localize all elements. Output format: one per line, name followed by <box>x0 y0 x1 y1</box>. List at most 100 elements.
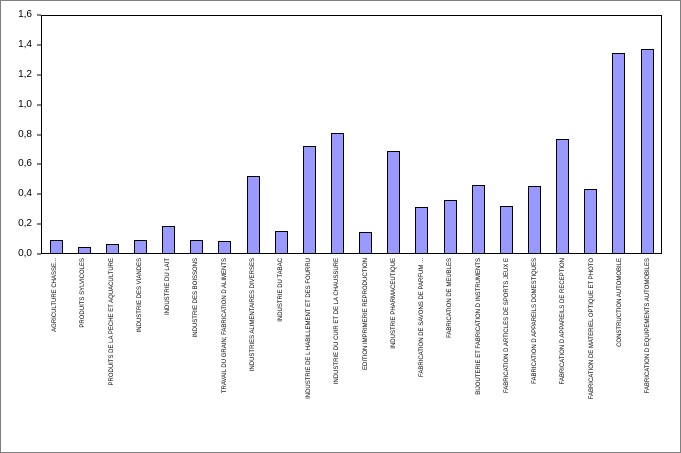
y-axis: 0,0 0,2 0,4 0,6 0,8 1,0 1,2 1,4 1,6 <box>1 10 41 259</box>
x-axis-label: FABRICATION DE SAVONS DE PARFUM ... <box>419 258 426 378</box>
bar <box>105 244 119 253</box>
bar <box>387 150 401 253</box>
bar <box>527 186 541 253</box>
x-axis-label: INDUSTRIES ALIMENTAIRES DIVERSES <box>249 258 256 372</box>
y-tick <box>37 104 41 106</box>
x-axis-label: FABRICATION D EQUIPEMENTS AUTOMOBILES <box>645 258 652 394</box>
plot-area <box>41 15 662 254</box>
y-tick <box>37 223 41 225</box>
x-label-slot: FABRICATION D APPAREILS DOMESTIQUES <box>521 256 549 446</box>
bar <box>274 230 288 253</box>
x-label-slot: INDUSTRIE DU LAIT <box>154 256 182 446</box>
y-tick <box>37 163 41 165</box>
bar-slot <box>211 16 239 253</box>
bar <box>330 133 344 253</box>
bar-slot <box>492 16 520 253</box>
bar <box>190 239 204 253</box>
bar-slot <box>577 16 605 253</box>
x-axis-label: FABRICATION DE MEUBLES <box>447 258 454 338</box>
x-axis-label: FABRICATION DE MATERIEL OPTIQUE ET PHOTO <box>588 258 595 400</box>
bar-slot <box>239 16 267 253</box>
x-labels: AGRICULTURE CHASSE... PRODUITS SYLVICOLES… <box>41 256 662 446</box>
bar-slot <box>380 16 408 253</box>
x-label-slot: INDUSTRIE DU CUIR ET DE LA CHAUSSURE <box>323 256 351 446</box>
x-label-slot: INDUSTRIE PHARMACEUTIQUE <box>380 256 408 446</box>
x-axis-label: INDUSTRIE DES VIANDES <box>136 258 143 333</box>
bar-slot <box>520 16 548 253</box>
bar-slot <box>155 16 183 253</box>
x-label-slot: CONSTRUCTION AUTOMOBILE <box>606 256 634 446</box>
bar-slot <box>352 16 380 253</box>
y-tick <box>37 14 41 16</box>
x-label-slot: AGRICULTURE CHASSE... <box>41 256 69 446</box>
y-axis-label: 0,0 <box>18 248 32 259</box>
bar <box>133 239 147 253</box>
y-tick <box>37 193 41 195</box>
bar-slot <box>70 16 98 253</box>
bar-slot <box>183 16 211 253</box>
y-axis-label: 0,6 <box>18 158 32 170</box>
bar <box>302 146 316 253</box>
x-label-slot: FABRICATION D EQUIPEMENTS AUTOMOBILES <box>634 256 662 446</box>
x-label-slot: EDITION IMPRIMERIE REPRODUCTION <box>352 256 380 446</box>
y-axis-label: 1,0 <box>18 98 32 110</box>
x-axis-label: INDUSTRIE DU CUIR ET DE LA CHAUSSURE <box>334 258 341 385</box>
bar-slot <box>126 16 154 253</box>
x-axis-label: FABRICATION D APPAREILS DOMESTIQUES <box>532 258 539 384</box>
x-label-slot: FABRICATION DE MATERIEL OPTIQUE ET PHOTO <box>577 256 605 446</box>
bar-slot <box>464 16 492 253</box>
x-label-slot: FABRICATION DE MEUBLES <box>436 256 464 446</box>
x-label-slot: INDUSTRIES ALIMENTAIRES DIVERSES <box>239 256 267 446</box>
bar-slot <box>549 16 577 253</box>
x-label-slot: PRODUITS SYLVICOLES <box>69 256 97 446</box>
y-tick <box>37 253 41 255</box>
x-axis-label: TRAVAIL DU GRAIN; FABRICATION D ALIMENTS <box>221 258 228 394</box>
x-axis-label: INDUSTRIE DU TABAC <box>277 258 284 322</box>
bar-slot <box>633 16 661 253</box>
bar <box>359 232 373 253</box>
y-axis-label: 0,8 <box>18 128 32 140</box>
bar <box>49 239 63 253</box>
y-axis-label: 1,2 <box>18 68 32 80</box>
x-axis-label: INDUSTRIE PHARMACEUTIQUE <box>390 258 397 349</box>
x-label-slot: INDUSTRIE DES VIANDES <box>126 256 154 446</box>
bar <box>471 184 485 253</box>
bars <box>42 16 661 253</box>
y-axis-label: 1,4 <box>18 38 32 50</box>
x-axis-label: FABRICATION D APPAREILS DE RECEPTION <box>560 258 567 385</box>
y-axis-label: 0,2 <box>18 218 32 230</box>
x-label-slot: FABRICATION D ARTICLES DE SPORTS JEUX E <box>493 256 521 446</box>
x-axis-label: BIJOUTERIE ET FABRICATION D INSTRUMENTS <box>475 258 482 395</box>
bar-slot <box>98 16 126 253</box>
y-axis-label: 0,4 <box>18 188 32 200</box>
bar <box>640 48 654 253</box>
x-axis-label: CONSTRUCTION AUTOMOBILE <box>616 258 623 347</box>
bar-slot <box>436 16 464 253</box>
bar-slot <box>323 16 351 253</box>
x-label-slot: FABRICATION DE SAVONS DE PARFUM ... <box>408 256 436 446</box>
x-axis-label: INDUSTRIE DE L HABILLEMENT ET DES FOURRU <box>306 258 313 399</box>
x-label-slot: PRODUITS DE LA PECHE ET AQUACULTURE <box>97 256 125 446</box>
bar-slot <box>408 16 436 253</box>
y-axis-label: 1,6 <box>18 9 32 20</box>
bar <box>584 189 598 253</box>
bar-slot <box>42 16 70 253</box>
x-axis-label: INDUSTRIE DES BOISSONS <box>193 258 200 338</box>
x-label-slot: INDUSTRIE DES BOISSONS <box>182 256 210 446</box>
x-axis-label: EDITION IMPRIMERIE REPRODUCTION <box>362 258 369 371</box>
bar-slot <box>267 16 295 253</box>
bar <box>218 241 232 253</box>
x-label-slot: FABRICATION D APPAREILS DE RECEPTION <box>549 256 577 446</box>
y-tick <box>37 134 41 135</box>
x-axis-label: INDUSTRIE DU LAIT <box>165 258 172 316</box>
bar <box>556 138 570 253</box>
bar <box>246 175 260 253</box>
bar-slot <box>605 16 633 253</box>
x-axis-label: PRODUITS SYLVICOLES <box>80 258 87 328</box>
y-tick <box>37 74 41 76</box>
x-label-slot: TRAVAIL DU GRAIN; FABRICATION D ALIMENTS <box>210 256 238 446</box>
bar <box>443 199 457 253</box>
x-axis-label: AGRICULTURE CHASSE... <box>52 258 59 332</box>
bar <box>77 247 91 253</box>
